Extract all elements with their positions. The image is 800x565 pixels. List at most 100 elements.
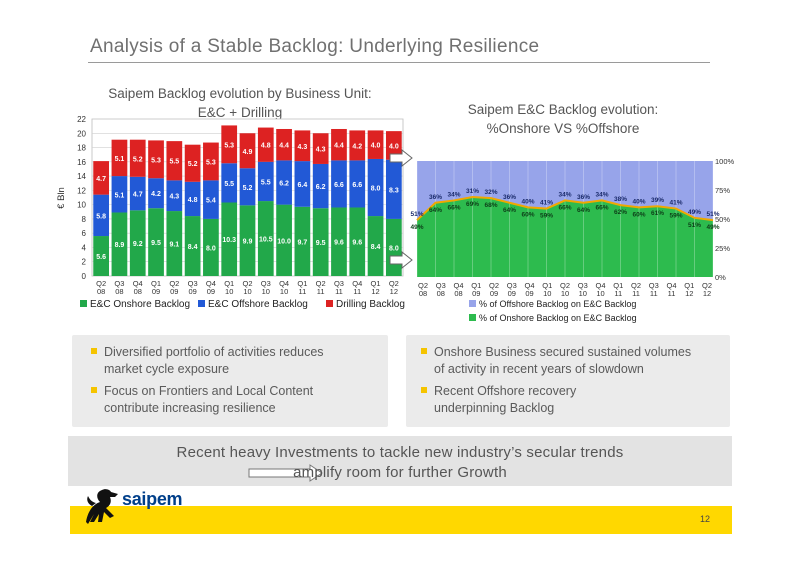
bar-segment xyxy=(312,208,329,276)
y-tick-label: 75% xyxy=(715,186,730,195)
legend-swatch xyxy=(198,300,205,307)
x-tick-label: Q4 xyxy=(133,279,143,288)
y-tick-label: 0% xyxy=(715,273,726,282)
onshore-data-label: 68% xyxy=(484,202,497,209)
data-label: 8.4 xyxy=(188,244,198,251)
legend-swatch xyxy=(469,314,476,321)
bar-segment xyxy=(257,161,274,202)
bar-segment xyxy=(367,216,384,276)
data-label: 6.6 xyxy=(352,182,362,189)
x-tick-label: Q1 xyxy=(224,279,234,288)
x-tick-label: 08 xyxy=(437,289,445,298)
x-tick-label: 10 xyxy=(561,289,569,298)
onshore-data-label: 60% xyxy=(632,211,645,218)
bullet-item: Diversified portfolio of activities redu… xyxy=(91,344,324,378)
backlog-chart-title-line1: Saipem Backlog evolution by Business Uni… xyxy=(108,86,372,101)
data-label: 4.7 xyxy=(133,192,143,199)
x-tick-label: 08 xyxy=(97,287,105,296)
data-label: 8.0 xyxy=(206,245,216,252)
y-tick-label: 12 xyxy=(77,186,86,195)
onshore-data-label: 59% xyxy=(669,213,682,220)
data-label: 4.3 xyxy=(298,144,308,151)
x-tick-label: 12 xyxy=(703,289,711,298)
legend-swatch xyxy=(80,300,87,307)
data-label: 5.4 xyxy=(206,198,216,205)
x-tick-label: Q3 xyxy=(261,279,271,288)
data-label: 8.0 xyxy=(371,186,381,193)
y-tick-label: 10 xyxy=(77,201,86,210)
legend-label: % of Onshore Backlog on E&C Backlog xyxy=(479,313,637,323)
onshore-data-label: 69% xyxy=(466,201,479,208)
x-tick-label: 10 xyxy=(596,289,604,298)
bullet-text: of activity in recent years of slowdown xyxy=(434,362,644,376)
bullet-text: Focus on Frontiers and Local Content xyxy=(104,384,314,398)
offshore-data-label: 34% xyxy=(558,191,571,198)
legend-label: E&C Offshore Backlog xyxy=(208,299,308,310)
bar-segment xyxy=(385,131,402,160)
x-tick-label: 11 xyxy=(317,287,325,296)
x-tick-label: 09 xyxy=(188,287,196,296)
x-tick-label: Q2 xyxy=(631,281,641,290)
bar-segment xyxy=(239,133,256,169)
x-tick-label: Q3 xyxy=(188,279,198,288)
x-tick-label: 10 xyxy=(579,289,587,298)
x-tick-label: 09 xyxy=(472,289,480,298)
legend-label: % of Offshore Backlog on E&C Backlog xyxy=(479,299,636,309)
data-label: 10.5 xyxy=(259,237,273,244)
data-label: 5.5 xyxy=(261,179,271,186)
y-tick-label: 0 xyxy=(82,272,87,281)
x-tick-label: Q2 xyxy=(560,281,570,290)
x-tick-label: 11 xyxy=(614,289,622,298)
x-tick-label: 10 xyxy=(543,289,551,298)
y-tick-label: 50% xyxy=(715,215,730,224)
share-chart-title: Saipem E&C Backlog evolution: %Onshore V… xyxy=(408,100,718,138)
x-tick-label: 11 xyxy=(632,289,640,298)
x-tick-label: Q4 xyxy=(206,279,216,288)
x-tick-label: 09 xyxy=(207,287,215,296)
onshore-data-label: 62% xyxy=(614,209,627,216)
bar-segment xyxy=(93,236,110,276)
data-label: 5.3 xyxy=(206,159,216,166)
bar-segment xyxy=(276,160,292,205)
x-tick-label: Q2 xyxy=(418,281,428,290)
data-label: 10.0 xyxy=(277,238,291,245)
x-tick-label: Q1 xyxy=(371,279,381,288)
bar-segment xyxy=(203,180,219,219)
bar-segment xyxy=(312,133,329,164)
x-tick-label: 12 xyxy=(685,289,693,298)
y-tick-label: 4 xyxy=(82,243,87,252)
data-label: 9.6 xyxy=(334,240,344,247)
data-label: 5.2 xyxy=(188,161,198,168)
onshore-data-label: 66% xyxy=(558,204,571,211)
y-tick-label: 25% xyxy=(715,244,730,253)
offshore-data-label: 34% xyxy=(595,191,608,198)
bar-segment xyxy=(148,178,164,209)
data-label: 5.8 xyxy=(96,213,106,220)
x-tick-label: 08 xyxy=(419,289,427,298)
x-tick-label: Q4 xyxy=(453,281,463,290)
data-label: 9.2 xyxy=(133,241,143,248)
brand-logo-text: saipem xyxy=(122,489,183,509)
offshore-data-label: 41% xyxy=(669,200,682,207)
onshore-data-label: 61% xyxy=(651,210,664,217)
onshore-data-label: 66% xyxy=(447,204,460,211)
legend-swatch xyxy=(326,300,333,307)
data-label: 4.0 xyxy=(371,143,381,150)
y-tick-label: 18 xyxy=(77,144,86,153)
x-tick-label: Q2 xyxy=(316,279,326,288)
data-label: 5.5 xyxy=(169,159,179,166)
bar-segment xyxy=(166,141,183,181)
bar-segment xyxy=(331,207,347,276)
data-label: 6.4 xyxy=(298,182,308,189)
onshore-data-label: 66% xyxy=(595,204,608,211)
offshore-data-label: 36% xyxy=(503,194,516,201)
data-label: 8.3 xyxy=(389,187,399,194)
bar-segment xyxy=(239,205,256,276)
onshore-data-label: 64% xyxy=(577,207,590,214)
x-tick-label: 08 xyxy=(134,287,142,296)
bar-segment xyxy=(367,130,384,159)
x-tick-label: 08 xyxy=(454,289,462,298)
offshore-data-label: 34% xyxy=(447,191,460,198)
x-tick-label: 12 xyxy=(390,287,398,296)
